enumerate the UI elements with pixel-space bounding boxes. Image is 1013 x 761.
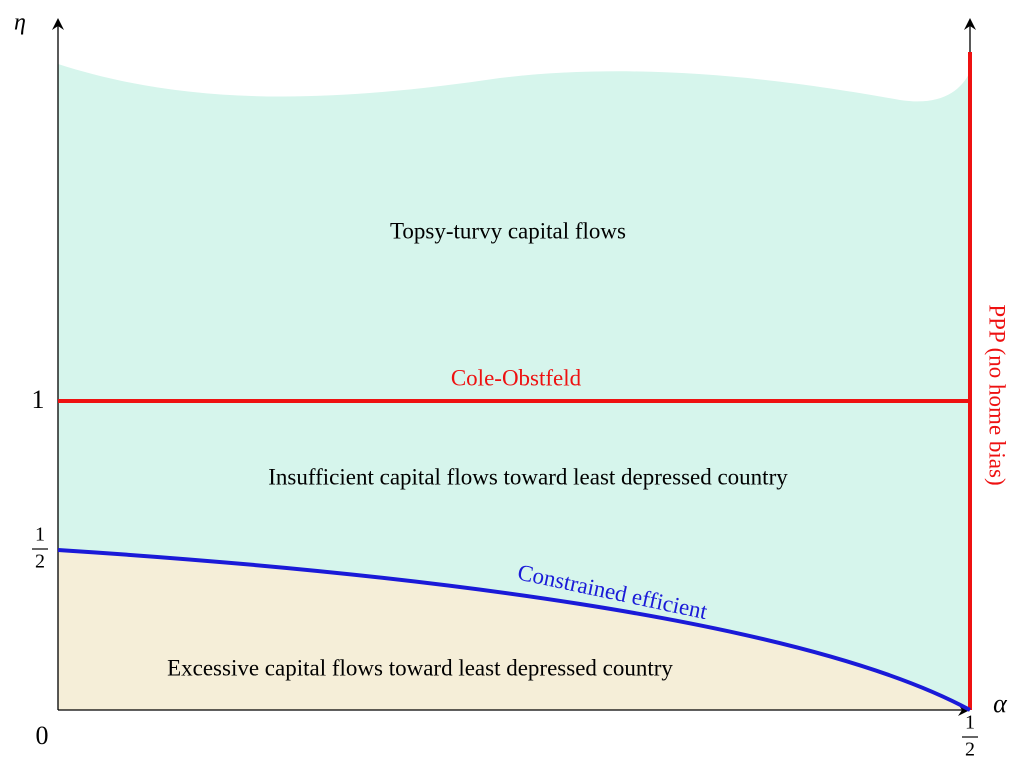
origin-tick: 0 xyxy=(36,721,49,750)
y-one-tick: 1 xyxy=(32,385,45,414)
teal-region xyxy=(58,64,970,710)
x-label: α xyxy=(993,689,1008,718)
middle-region-label: Insufficient capital flows toward least … xyxy=(268,464,788,489)
constrained-curve xyxy=(57,548,971,712)
x-half-den: 2 xyxy=(965,739,975,761)
y-half-den: 2 xyxy=(35,551,45,573)
top-region-label: Topsy-turvy capital flows xyxy=(390,218,626,243)
bottom-region-label: Excessive capital flows toward least dep… xyxy=(167,655,673,680)
x-half-num: 1 xyxy=(965,712,975,734)
ppp-label: PPP (no home bias) xyxy=(985,304,1010,485)
cole-obstfeld-label: Cole-Obstfeld xyxy=(451,365,582,390)
beige-region xyxy=(58,550,970,710)
y-label: η xyxy=(14,10,26,36)
y-half-num: 1 xyxy=(35,524,45,546)
